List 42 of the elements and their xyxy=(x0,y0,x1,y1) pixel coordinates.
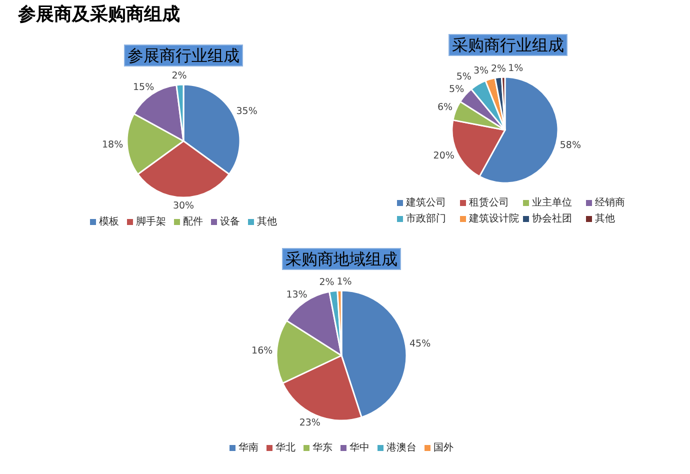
chart-title: 采购商行业组成 xyxy=(452,36,564,54)
data-label: 23% xyxy=(299,417,320,428)
chart-title: 参展商行业组成 xyxy=(128,46,240,65)
legend-label: 建筑设计院 xyxy=(468,212,519,224)
data-label: 5% xyxy=(456,72,472,83)
legend-label: 市政部门 xyxy=(406,212,446,224)
data-label: 13% xyxy=(286,289,308,300)
data-label: 30% xyxy=(172,200,194,212)
legend-label: 设备 xyxy=(220,216,240,228)
legend-label: 脚手架 xyxy=(136,216,166,228)
legend-label: 其他 xyxy=(257,216,277,228)
legend-label: 协会社团 xyxy=(532,212,572,224)
legend-label: 港澳台 xyxy=(386,442,416,454)
legend-label: 其他 xyxy=(595,212,615,224)
text: 参展商及采购商组成 xyxy=(17,4,180,25)
data-label: 2% xyxy=(490,64,506,75)
data-label: 2% xyxy=(319,277,334,288)
data-label: 45% xyxy=(410,338,431,350)
legend-label: 华东 xyxy=(312,442,332,454)
legend-label: 租赁公司 xyxy=(469,196,509,208)
chart-title: 采购商地域组成 xyxy=(286,250,398,268)
legend-label: 华北 xyxy=(276,442,296,454)
legend-label: 配件 xyxy=(183,216,203,228)
data-label: 1% xyxy=(508,63,524,74)
legend-label: 模板 xyxy=(99,216,119,228)
data-label: 58% xyxy=(560,140,581,151)
legend-label: 国外 xyxy=(434,442,454,454)
data-label: 18% xyxy=(102,140,124,151)
legend-label: 华中 xyxy=(350,442,370,454)
data-label: 5% xyxy=(449,84,464,95)
data-label: 2% xyxy=(172,70,187,82)
legend-label: 建筑公司 xyxy=(405,196,446,208)
data-label: 3% xyxy=(473,66,489,77)
legend-label: 华南 xyxy=(238,442,258,454)
legend-label: 业主单位 xyxy=(532,196,572,208)
data-label: 35% xyxy=(236,106,258,118)
data-label: 20% xyxy=(433,150,454,162)
data-label: 6% xyxy=(437,102,453,113)
legend-label: 经销商 xyxy=(595,196,625,208)
data-label: 15% xyxy=(132,82,154,93)
data-label: 1% xyxy=(336,276,352,288)
data-label: 16% xyxy=(252,345,273,356)
